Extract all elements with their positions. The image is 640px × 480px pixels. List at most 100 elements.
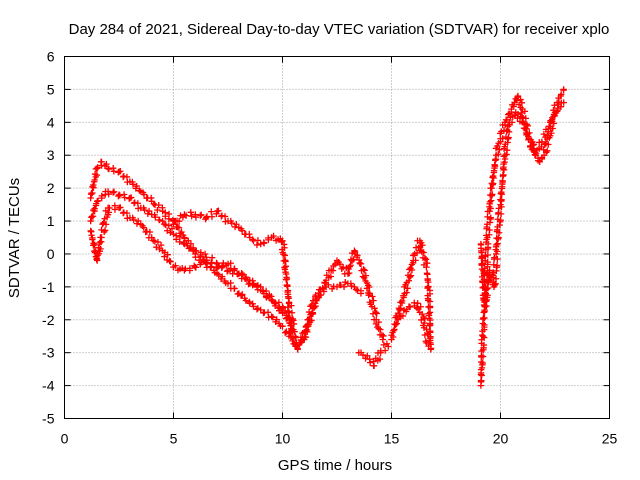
data-point (488, 269, 491, 272)
data-point (397, 312, 399, 314)
data-point (547, 128, 550, 130)
data-point (403, 292, 406, 295)
series-track-g (394, 299, 433, 350)
data-point (96, 167, 98, 170)
data-point (227, 263, 229, 265)
data-point (270, 299, 273, 301)
data-point (89, 220, 92, 222)
data-point (543, 154, 545, 157)
data-marker-path (355, 237, 435, 370)
data-point (427, 286, 430, 288)
x-axis-label: GPS time / hours (278, 457, 392, 474)
data-point (118, 193, 120, 196)
data-point (227, 269, 229, 272)
data-point (249, 302, 251, 305)
data-point (227, 220, 229, 222)
data-point (107, 207, 109, 209)
data-point (490, 187, 493, 189)
y-tick-label: 1 (47, 213, 55, 229)
data-point (172, 266, 175, 268)
data-point (129, 216, 131, 219)
data-point (107, 190, 109, 193)
data-point (314, 295, 317, 298)
data-point (336, 286, 338, 288)
data-point (375, 318, 378, 321)
data-point (238, 292, 240, 295)
data-point (514, 111, 517, 114)
data-point (482, 335, 484, 338)
data-point (150, 200, 153, 203)
data-point (353, 286, 356, 288)
data-point (296, 348, 299, 351)
data-point (183, 236, 186, 239)
data-point (183, 213, 186, 216)
data-point (484, 305, 487, 308)
grid (64, 56, 610, 419)
data-marker-path (170, 207, 387, 350)
data-point (129, 180, 131, 183)
data-point (118, 170, 120, 173)
y-axis-label: SDTVAR / TECUs (6, 178, 23, 298)
data-point (541, 141, 543, 143)
data-point (493, 286, 495, 288)
data-point (314, 302, 317, 305)
y-tick-label: -3 (42, 345, 55, 361)
data-point (562, 101, 565, 104)
data-point (107, 167, 109, 170)
y-tick-label: -1 (42, 279, 55, 295)
data-point (194, 266, 197, 268)
data-point (270, 236, 273, 239)
data-point (150, 236, 153, 239)
data-point (161, 210, 164, 212)
data-point (499, 203, 502, 206)
y-tick-label: 6 (47, 49, 55, 65)
data-point (353, 249, 356, 252)
x-tick-label: 15 (384, 431, 400, 447)
data-point (140, 207, 142, 209)
data-point (281, 305, 284, 308)
data-points (87, 86, 567, 389)
data-point (368, 292, 371, 295)
data-point (216, 210, 218, 212)
data-point (347, 272, 349, 275)
data-point (538, 161, 541, 163)
series-track-e (285, 278, 365, 353)
data-point (238, 226, 240, 229)
data-point (390, 338, 393, 341)
data-point (521, 108, 524, 110)
data-point (307, 318, 310, 321)
data-point (517, 95, 519, 97)
data-point (427, 345, 430, 347)
data-point (281, 325, 284, 328)
data-point (89, 197, 92, 199)
chart-title: Day 284 of 2021, Sidereal Day-to-day VTE… (69, 21, 610, 38)
data-point (238, 272, 240, 275)
data-marker-path (477, 86, 567, 389)
data-point (504, 121, 506, 124)
data-point (556, 101, 558, 104)
data-point (140, 223, 142, 226)
y-tick-label: 3 (47, 147, 55, 163)
data-point (379, 351, 382, 354)
data-point (288, 302, 290, 305)
y-tick-label: 0 (47, 246, 55, 262)
data-point (205, 216, 207, 219)
data-point (358, 351, 360, 354)
series-track-f (355, 237, 435, 370)
data-point (100, 161, 103, 163)
data-point (416, 302, 419, 305)
data-point (216, 272, 218, 275)
data-point (183, 243, 186, 245)
data-point (89, 230, 92, 232)
data-point (368, 358, 371, 361)
data-point (281, 239, 284, 242)
data-point (325, 279, 327, 282)
data-point (336, 259, 338, 262)
axis-ticks: -5 -4 -3 -2 -1 0 1 2 3 4 5 6 0 5 10 15 20 25 (42, 49, 617, 447)
data-point (281, 312, 284, 314)
data-point (172, 223, 175, 226)
x-tick-label: 0 (61, 431, 69, 447)
data-point (118, 207, 120, 209)
data-point (259, 286, 262, 288)
x-tick-label: 10 (275, 431, 291, 447)
